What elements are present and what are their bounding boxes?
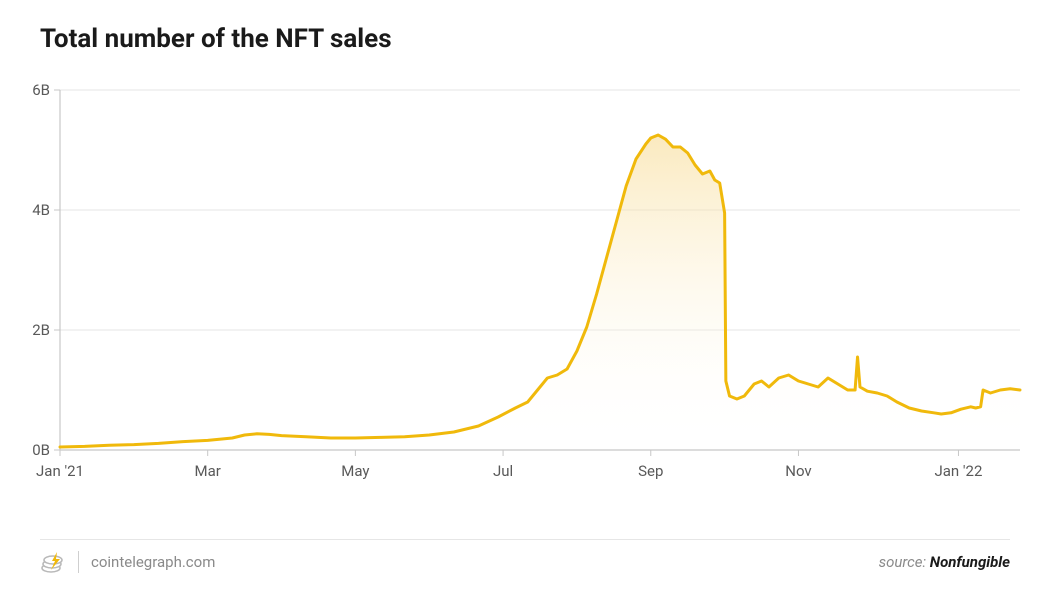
brand-divider	[78, 551, 79, 573]
source-name: Nonfungible	[930, 553, 1010, 571]
footer-separator	[40, 539, 1010, 540]
y-tick-label: 4B	[10, 201, 50, 219]
cointelegraph-logo-icon	[40, 549, 66, 575]
chart-container: Total number of the NFT sales 0B 2B 4B 6B Ja…	[0, 0, 1050, 600]
source-prefix: source:	[879, 553, 930, 571]
brand-text: cointelegraph.com	[91, 553, 215, 571]
y-tick-label: 0B	[10, 441, 50, 459]
x-tick-label: Jul	[493, 462, 513, 480]
y-tick-label: 2B	[10, 321, 50, 339]
source-attribution: source: Nonfungible	[879, 553, 1010, 571]
footer: cointelegraph.com source: Nonfungible	[40, 547, 1010, 576]
brand: cointelegraph.com	[40, 549, 215, 575]
x-tick-label: Nov	[785, 462, 811, 480]
x-tick-label: Jan '21	[36, 462, 84, 480]
x-tick-label: May	[341, 462, 369, 480]
chart-title: Total number of the NFT sales	[40, 24, 392, 54]
x-tick-label: Sep	[638, 462, 663, 480]
x-tick-label: Jan '22	[934, 462, 982, 480]
series-area	[60, 135, 1020, 450]
x-tick-label: Mar	[195, 462, 221, 480]
y-tick-label: 6B	[10, 81, 50, 99]
chart-svg	[0, 70, 1050, 510]
chart-area: 0B 2B 4B 6B Jan '21 Mar May Jul Sep Nov Jan '22	[0, 70, 1050, 510]
